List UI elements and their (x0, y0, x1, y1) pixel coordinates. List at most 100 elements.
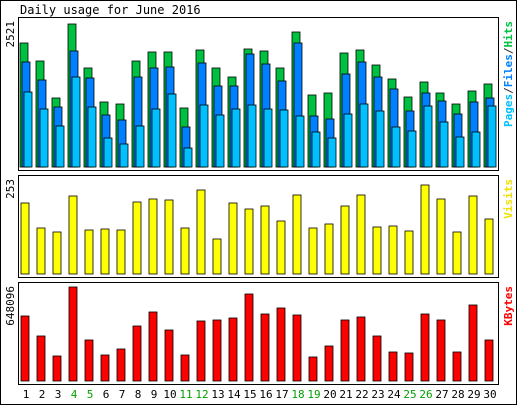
day-label-2: 2 (39, 388, 46, 401)
day-label-17: 17 (275, 388, 288, 401)
day-label-26: 26 (419, 388, 432, 401)
bar-kbytes-day-27 (436, 319, 446, 382)
legend-part-1-2: Files (502, 54, 515, 87)
day-label-4: 4 (71, 388, 78, 401)
day-label-3: 3 (55, 388, 62, 401)
legend-part-2-0: Visits (502, 179, 515, 219)
bar-pages-day-19 (311, 131, 321, 168)
bar-visits-day-12 (196, 189, 206, 275)
bar-kbytes-day-11 (180, 354, 190, 382)
day-label-6: 6 (103, 388, 110, 401)
bar-visits-day-23 (372, 226, 382, 275)
bar-pages-day-13 (215, 114, 225, 168)
bar-kbytes-day-23 (372, 335, 382, 382)
bar-pages-day-20 (327, 137, 337, 168)
day-label-30: 30 (483, 388, 496, 401)
bar-visits-day-21 (340, 205, 350, 275)
day-label-27: 27 (435, 388, 448, 401)
bar-visits-day-17 (276, 220, 286, 275)
bar-kbytes-day-10 (164, 329, 174, 382)
day-label-18: 18 (291, 388, 304, 401)
bar-kbytes-day-29 (468, 304, 478, 382)
y-max-label-2: 253 (4, 179, 17, 199)
legend-part-1-1: / (502, 87, 515, 94)
bar-kbytes-day-20 (324, 345, 334, 382)
bar-pages-day-17 (279, 109, 289, 168)
bar-visits-day-27 (436, 198, 446, 275)
panel-frame-3 (18, 282, 499, 385)
bar-visits-day-16 (260, 205, 270, 275)
day-label-14: 14 (227, 388, 241, 401)
bar-kbytes-day-30 (484, 339, 494, 382)
bar-kbytes-day-3 (52, 355, 62, 382)
bar-visits-day-30 (484, 218, 494, 275)
bar-visits-day-10 (164, 199, 174, 275)
legend-part-1-4: Hits (502, 21, 515, 48)
bar-kbytes-day-8 (132, 325, 142, 382)
day-label-23: 23 (371, 388, 384, 401)
bar-kbytes-day-6 (100, 354, 110, 382)
bar-pages-day-15 (247, 104, 257, 168)
series-legend-1: Pages/Files/Hits (502, 21, 515, 127)
series-legend-2: Visits (502, 179, 515, 219)
bar-visits-day-11 (180, 227, 190, 275)
day-label-1: 1 (23, 388, 30, 401)
y-max-label-1: 2521 (4, 21, 17, 48)
bar-visits-day-28 (452, 231, 462, 275)
legend-part-1-0: Pages (502, 94, 515, 127)
bar-pages-day-3 (55, 125, 65, 168)
bar-visits-day-4 (68, 195, 78, 275)
day-label-19: 19 (307, 388, 320, 401)
bar-kbytes-day-9 (148, 311, 158, 382)
bar-pages-day-23 (375, 110, 385, 168)
day-label-12: 12 (195, 388, 208, 401)
bar-pages-day-26 (423, 105, 433, 168)
bar-visits-day-6 (100, 228, 110, 275)
chart-title: Daily usage for June 2016 (20, 3, 201, 17)
bar-visits-day-3 (52, 231, 62, 275)
bar-kbytes-day-26 (420, 313, 430, 382)
day-label-11: 11 (179, 388, 192, 401)
bar-pages-day-16 (263, 108, 273, 168)
bar-kbytes-day-28 (452, 351, 462, 382)
bar-pages-day-27 (439, 121, 449, 168)
bar-visits-day-18 (292, 194, 302, 275)
bar-visits-day-7 (116, 229, 126, 275)
bar-kbytes-day-22 (356, 316, 366, 382)
day-label-29: 29 (467, 388, 480, 401)
panel-frame-2 (18, 175, 499, 278)
day-label-13: 13 (211, 388, 224, 401)
day-label-8: 8 (135, 388, 142, 401)
legend-part-3-0: KBytes (502, 286, 515, 326)
day-label-15: 15 (243, 388, 256, 401)
bar-pages-day-28 (455, 136, 465, 168)
day-label-16: 16 (259, 388, 272, 401)
bar-kbytes-day-1 (20, 315, 30, 382)
bar-kbytes-day-25 (404, 352, 414, 382)
bar-visits-day-26 (420, 184, 430, 275)
bar-visits-day-13 (212, 238, 222, 275)
day-label-21: 21 (339, 388, 352, 401)
bar-visits-day-9 (148, 198, 158, 275)
bar-pages-day-8 (135, 125, 145, 168)
legend-part-1-3: / (502, 47, 515, 54)
bar-kbytes-day-18 (292, 314, 302, 382)
bar-pages-day-7 (119, 143, 129, 168)
bar-visits-day-20 (324, 223, 334, 275)
day-label-25: 25 (403, 388, 416, 401)
y-max-label-3: 648096 (4, 286, 17, 326)
day-label-5: 5 (87, 388, 94, 401)
bar-pages-day-9 (151, 108, 161, 168)
bar-visits-day-5 (84, 229, 94, 275)
bar-pages-day-11 (183, 147, 193, 168)
bar-kbytes-day-17 (276, 307, 286, 382)
bar-visits-day-15 (244, 208, 254, 275)
series-legend-3: KBytes (502, 286, 515, 326)
bar-pages-day-18 (295, 115, 305, 168)
bar-visits-day-24 (388, 225, 398, 275)
bar-pages-day-22 (359, 103, 369, 168)
bar-pages-day-25 (407, 130, 417, 168)
